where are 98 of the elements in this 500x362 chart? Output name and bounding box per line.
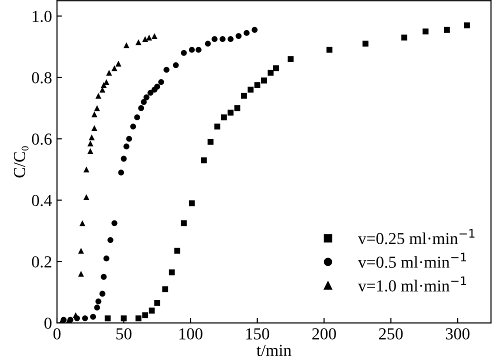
point [83,194,90,200]
point [99,290,106,297]
x-tick-label: 300 [446,328,470,340]
point [273,65,279,72]
point [220,114,227,120]
point [204,40,211,47]
point [212,36,218,42]
y-tick-label: 0.4 [32,194,52,206]
point [130,124,136,130]
point [220,36,226,42]
y-tick-label: 0.6 [32,134,52,145]
point [90,314,96,320]
point [401,34,408,40]
point [234,105,240,112]
point [252,26,258,33]
point [140,99,147,105]
point [268,70,274,76]
y-axis-title: C/C₀ [14,146,28,178]
y-tick-label: 0 [44,318,52,329]
point [87,148,94,154]
point [126,136,132,142]
point [162,286,168,292]
point [464,22,470,28]
point [248,86,254,93]
point [106,70,112,76]
point [154,84,160,90]
point [94,105,100,112]
point [120,156,127,162]
point [123,144,130,150]
point [228,36,234,42]
point [180,220,187,226]
point [200,157,207,164]
x-tick-label: 250 [379,328,403,340]
point [422,28,429,34]
point [91,125,98,132]
x-tick-label: 0 [53,328,61,340]
point [94,304,100,311]
point [188,46,195,53]
point [148,308,155,314]
point [142,312,148,318]
point [82,315,88,322]
point [214,124,220,130]
point [111,220,118,226]
legend-label: v=1.0 ml·min$^{−1}$ [358,276,466,292]
point [152,33,158,39]
point [180,50,187,56]
point [244,30,250,36]
point [79,220,86,226]
point [136,315,142,322]
point [196,46,202,53]
legend-label: v=0.5 ml·min$^{−1}$ [358,252,466,268]
point [154,300,160,306]
point [107,237,114,244]
point [118,170,124,176]
point [188,200,195,206]
point [100,82,107,88]
x-tick-label: 100 [180,328,202,340]
point [123,42,130,48]
point [168,269,175,276]
point [111,65,118,72]
point [115,60,122,67]
point [288,56,294,62]
point [228,110,234,116]
point [174,248,180,254]
point [146,34,152,40]
x-tick-label: 50 [116,328,132,340]
point [208,138,214,145]
point [254,82,260,88]
point [136,39,142,46]
point [261,78,267,84]
point [100,274,107,280]
point [158,79,164,85]
point [142,36,148,42]
x-tick-label: 150 [246,328,270,340]
x-tick-label: 200 [312,328,336,340]
point [95,92,102,99]
point [83,166,90,172]
point [172,62,179,68]
point [78,270,84,277]
point [241,92,247,99]
y-tick-label: 0.8 [32,72,52,84]
point [444,26,450,33]
point [164,66,170,73]
point [103,256,110,262]
point [148,90,154,96]
point [362,40,368,47]
point [91,111,98,118]
point [236,33,242,39]
point [95,298,102,304]
x-axis-title: t/min [256,344,292,356]
legend-label: v=0.25 ml·min$^{−1}$ [358,229,474,244]
point [134,114,140,120]
point [87,140,94,146]
y-tick-label: 0.2 [32,256,52,268]
point [326,46,332,53]
point [138,105,144,112]
point [144,94,150,100]
y-tick-label: 1.0 [32,10,52,22]
